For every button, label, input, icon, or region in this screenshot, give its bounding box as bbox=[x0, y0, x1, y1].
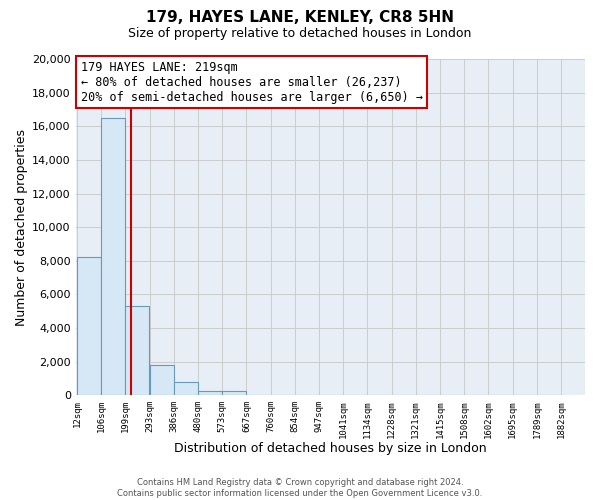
Bar bbox=[77, 258, 101, 396]
Bar bbox=[198, 390, 222, 396]
Y-axis label: Number of detached properties: Number of detached properties bbox=[15, 128, 28, 326]
Text: Size of property relative to detached houses in London: Size of property relative to detached ho… bbox=[128, 28, 472, 40]
Text: 179 HAYES LANE: 219sqm
← 80% of detached houses are smaller (26,237)
20% of semi: 179 HAYES LANE: 219sqm ← 80% of detached… bbox=[81, 60, 423, 104]
Text: Contains HM Land Registry data © Crown copyright and database right 2024.
Contai: Contains HM Land Registry data © Crown c… bbox=[118, 478, 482, 498]
Bar bbox=[125, 306, 149, 396]
Bar bbox=[150, 365, 173, 396]
Bar bbox=[174, 382, 197, 396]
Bar bbox=[101, 118, 125, 396]
Bar bbox=[222, 390, 246, 396]
Text: 179, HAYES LANE, KENLEY, CR8 5HN: 179, HAYES LANE, KENLEY, CR8 5HN bbox=[146, 10, 454, 25]
X-axis label: Distribution of detached houses by size in London: Distribution of detached houses by size … bbox=[174, 442, 487, 455]
